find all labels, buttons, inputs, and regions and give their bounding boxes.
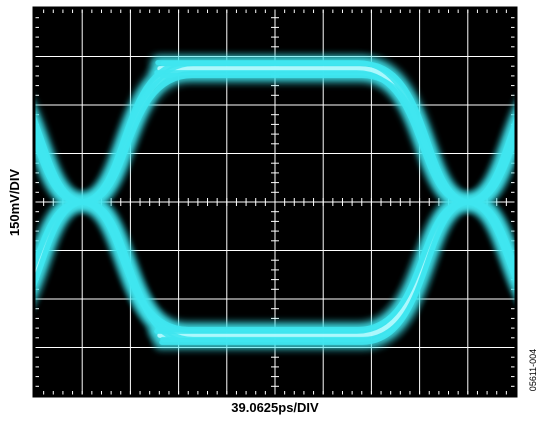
plot-frame	[32, 6, 518, 398]
x-axis-label: 39.0625ps/DIV	[231, 400, 319, 415]
eye-trace	[34, 60, 516, 332]
y-axis-label-container: 150mV/DIV	[0, 8, 30, 396]
figure-id-container: 05611-004	[526, 330, 540, 410]
y-axis-label: 150mV/DIV	[7, 168, 23, 236]
figure-id: 05611-004	[528, 348, 538, 392]
eye-traces	[34, 51, 516, 354]
